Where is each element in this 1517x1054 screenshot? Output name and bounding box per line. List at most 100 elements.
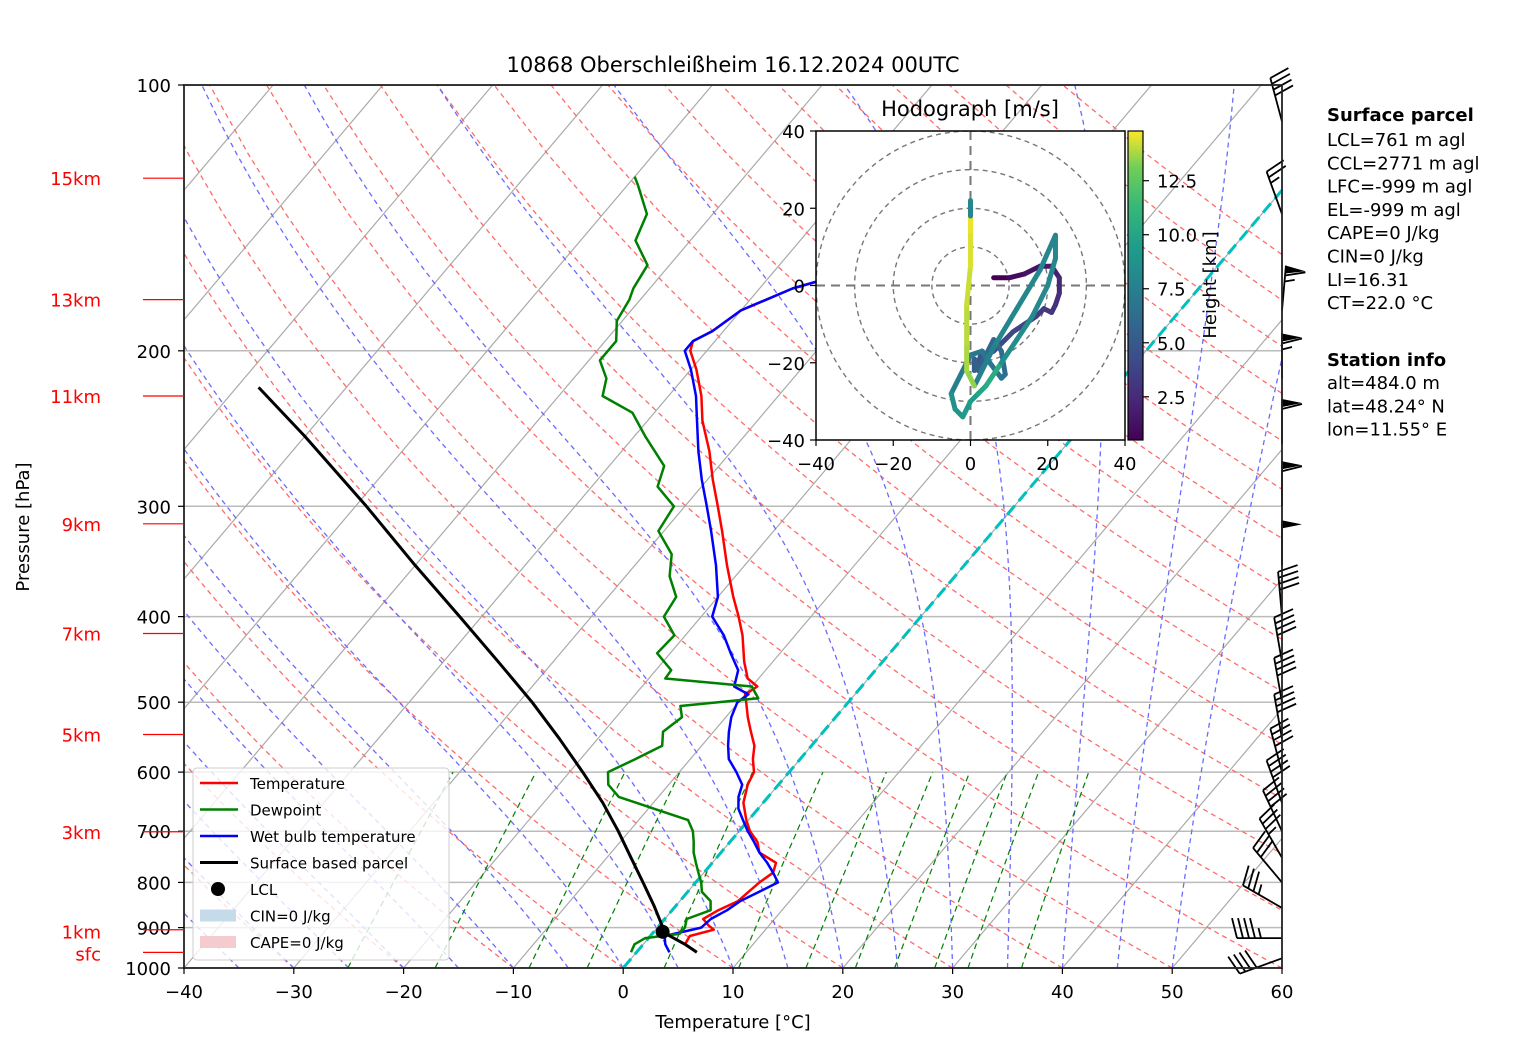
wind-barb <box>1281 461 1303 507</box>
surface-parcel-line: CT=22.0 °C <box>1327 293 1433 314</box>
barb-full <box>1274 735 1294 747</box>
wind-barb <box>1231 917 1282 940</box>
x-tick-label: −10 <box>494 982 532 1003</box>
lcl-marker <box>655 924 670 939</box>
barb-full <box>1231 917 1238 939</box>
moist-adiabat <box>184 447 624 968</box>
hodograph-y-tick-label: −40 <box>767 431 805 452</box>
surface-parcel-line: CAPE=0 J/kg <box>1327 223 1440 244</box>
wind-barb <box>1281 398 1303 444</box>
mixing-ratio-lines <box>347 771 1090 968</box>
isotherm-line <box>184 85 603 581</box>
barb-full <box>1274 614 1295 625</box>
legend-label: Wet bulb temperature <box>250 828 416 846</box>
mixing-ratio-line <box>967 771 1040 968</box>
wind-barb <box>1227 949 1283 975</box>
surface-parcel-line: LI=16.31 <box>1327 270 1409 291</box>
barb-full <box>1237 917 1244 939</box>
hodograph-segment <box>1029 283 1051 319</box>
surface-parcel-line: LFC=-999 m agl <box>1327 177 1472 198</box>
mixing-ratio-line <box>854 771 934 968</box>
height-label: 5km <box>62 726 101 747</box>
surface-parcel-line: LCL=761 m agl <box>1327 130 1466 151</box>
station-info-line: alt=484.0 m <box>1327 373 1440 394</box>
y-tick-label: 400 <box>137 608 171 629</box>
barb-full <box>1249 917 1256 939</box>
dry-adiabat <box>184 251 953 968</box>
moist-adiabat <box>184 678 459 968</box>
surface-parcel-title: Surface parcel <box>1327 105 1474 126</box>
hodograph-x-tick-label: 20 <box>1036 454 1059 475</box>
dry-adiabat <box>184 356 844 968</box>
moist-adiabat <box>201 85 789 968</box>
height-label: 13km <box>50 291 101 312</box>
mixing-ratio-line <box>586 771 681 968</box>
barb-shaft <box>1252 847 1283 884</box>
chart-title: 10868 Oberschleißheim 16.12.2024 00UTC <box>507 53 960 77</box>
x-tick-label: 30 <box>941 982 964 1003</box>
height-label: 7km <box>62 624 101 645</box>
y-tick-label: 300 <box>137 497 171 518</box>
barb-full <box>1238 951 1252 971</box>
y-tick-label: 600 <box>137 763 171 784</box>
isotherm-line <box>184 85 713 710</box>
barb-full <box>1274 691 1295 702</box>
barb-full <box>1274 84 1294 97</box>
barb-half <box>1257 927 1262 939</box>
hodograph-x-tick-label: 40 <box>1114 454 1137 475</box>
barb-shaft <box>1273 657 1283 703</box>
barb-full <box>1281 337 1303 345</box>
barb-full <box>1264 782 1283 797</box>
hodograph-y-tick-label: 40 <box>782 122 805 143</box>
y-tick-label: 100 <box>137 76 171 97</box>
wind-barb <box>1273 648 1297 703</box>
station-info-line: lat=48.24° N <box>1327 396 1445 417</box>
colorbar-label: Height [km] <box>1200 231 1221 338</box>
barb-full <box>1247 868 1255 889</box>
barb-full <box>1273 608 1294 619</box>
barb-full <box>1273 648 1294 659</box>
barb-half <box>1281 346 1293 351</box>
surface-parcel-line: EL=-999 m agl <box>1327 200 1461 221</box>
hodograph-y-tick-label: 0 <box>794 277 805 298</box>
hodograph-y-tick-label: 20 <box>782 199 805 220</box>
barb-full <box>1275 697 1296 708</box>
isotherm-line <box>184 85 384 321</box>
barb-shaft <box>1265 760 1283 804</box>
barb-flag <box>1282 398 1302 407</box>
dry-adiabat <box>322 85 1282 911</box>
legend-label: CAPE=0 J/kg <box>250 934 344 952</box>
wind-barb <box>1242 865 1283 909</box>
legend-swatch <box>211 882 225 896</box>
mixing-ratio-line <box>805 771 887 968</box>
barb-full <box>1252 830 1266 849</box>
hodograph-segment <box>998 329 1016 346</box>
barb-full <box>1227 956 1241 975</box>
barb-full <box>1276 702 1297 713</box>
colorbar <box>1127 130 1144 441</box>
barb-shaft <box>1239 957 1283 975</box>
colorbar-tick-label: 2.5 <box>1157 388 1186 409</box>
legend-label: Surface based parcel <box>250 855 408 873</box>
isotherm-line <box>732 318 1282 968</box>
isotherm-line <box>952 578 1282 968</box>
hodograph-segment <box>1037 232 1058 273</box>
isotherm-line <box>1061 707 1282 968</box>
dewpoint-profile <box>598 176 760 953</box>
pressure-axis: 100 200 300 400 500 600 700 800 900 1000 <box>125 76 184 980</box>
zero-degree-isotherm <box>622 187 1282 968</box>
freezing-isotherm <box>622 187 1282 968</box>
dry-adiabat <box>266 85 1282 968</box>
barb-full <box>1266 748 1285 762</box>
barb-full <box>1284 271 1306 277</box>
wind-barb <box>1281 333 1303 379</box>
y-tick-label: 700 <box>137 822 171 843</box>
x-axis-label: Temperature [°C] <box>654 1012 810 1033</box>
moist-adiabat <box>184 216 734 968</box>
barb-full <box>1269 67 1289 79</box>
barb-full <box>1252 871 1260 892</box>
hodograph-segment <box>964 263 973 308</box>
hodograph-segment <box>1022 263 1043 277</box>
x-tick-label: −40 <box>165 982 203 1003</box>
